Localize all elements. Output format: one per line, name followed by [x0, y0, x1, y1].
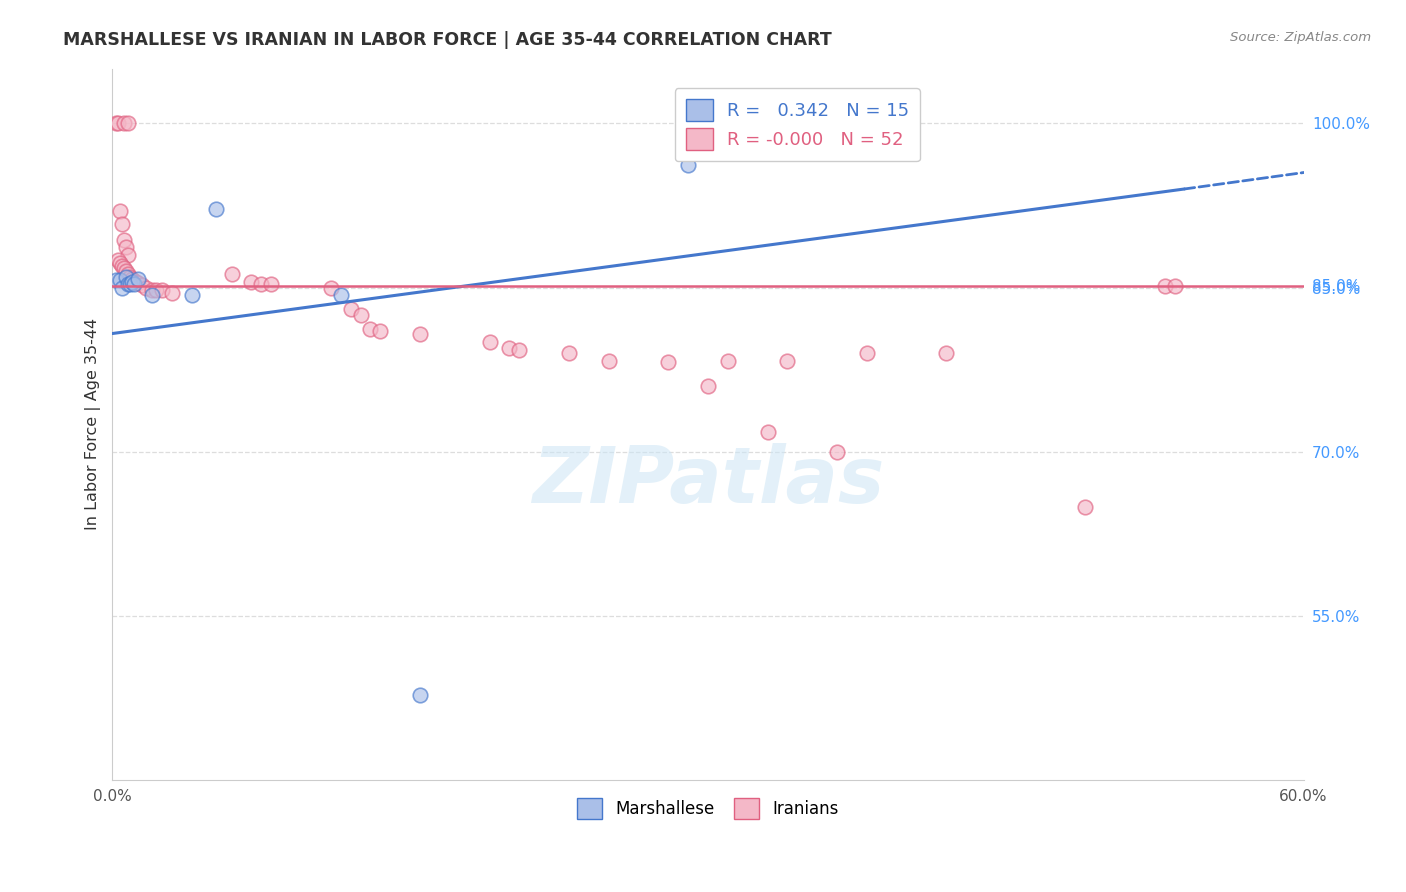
- Point: [105, 273, 128, 287]
- Text: Source: ZipAtlas.com: Source: ZipAtlas.com: [1230, 31, 1371, 45]
- Point: [131, 278, 153, 293]
- Point: [676, 158, 699, 172]
- Point: [240, 275, 263, 289]
- Point: [117, 268, 139, 282]
- Point: [478, 335, 501, 350]
- Point: [105, 116, 128, 130]
- Point: [107, 253, 129, 268]
- Point: [107, 116, 129, 130]
- Point: [117, 248, 139, 262]
- Point: [825, 444, 848, 458]
- Point: [111, 280, 134, 294]
- Point: [339, 302, 361, 317]
- Point: [117, 277, 139, 292]
- Point: [122, 277, 145, 292]
- Point: [717, 354, 740, 368]
- Point: [856, 346, 879, 360]
- Point: [319, 280, 342, 294]
- Point: [657, 355, 679, 369]
- Point: [360, 322, 382, 336]
- Point: [508, 343, 530, 357]
- Point: [120, 269, 142, 284]
- Point: [349, 308, 371, 322]
- Point: [112, 116, 135, 130]
- Point: [135, 280, 157, 294]
- Point: [250, 277, 273, 292]
- Point: [125, 275, 148, 289]
- Point: [221, 268, 243, 282]
- Point: [558, 346, 581, 360]
- Point: [127, 276, 149, 290]
- Legend: Marshallese, Iranians: Marshallese, Iranians: [571, 792, 846, 825]
- Point: [115, 269, 138, 284]
- Point: [121, 275, 143, 289]
- Point: [260, 277, 283, 292]
- Point: [329, 288, 352, 302]
- Point: [409, 688, 432, 702]
- Point: [121, 272, 143, 286]
- Point: [935, 346, 957, 360]
- Text: 85.0%: 85.0%: [1312, 279, 1360, 294]
- Y-axis label: In Labor Force | Age 35-44: In Labor Force | Age 35-44: [86, 318, 101, 531]
- Point: [127, 272, 149, 286]
- Point: [111, 217, 134, 231]
- Point: [150, 283, 173, 297]
- Point: [141, 288, 163, 302]
- Point: [120, 277, 142, 292]
- Point: [112, 260, 135, 275]
- Point: [776, 354, 799, 368]
- Point: [1074, 500, 1097, 514]
- Text: MARSHALLESE VS IRANIAN IN LABOR FORCE | AGE 35-44 CORRELATION CHART: MARSHALLESE VS IRANIAN IN LABOR FORCE | …: [63, 31, 832, 49]
- Point: [498, 341, 520, 355]
- Point: [115, 240, 138, 254]
- Point: [180, 288, 202, 302]
- Point: [110, 273, 132, 287]
- Point: [756, 425, 779, 439]
- Point: [115, 264, 138, 278]
- Text: ZIPatlas: ZIPatlas: [531, 443, 884, 519]
- Point: [598, 354, 620, 368]
- Point: [370, 324, 392, 338]
- Point: [141, 283, 163, 297]
- Point: [1153, 279, 1175, 293]
- Point: [204, 202, 226, 216]
- Point: [122, 274, 145, 288]
- Point: [160, 285, 183, 300]
- Point: [117, 116, 139, 130]
- Point: [1163, 279, 1185, 293]
- Point: [697, 379, 720, 393]
- Point: [409, 326, 432, 341]
- Point: [110, 203, 132, 218]
- Point: [145, 283, 167, 297]
- Point: [111, 259, 134, 273]
- Point: [112, 234, 135, 248]
- Point: [110, 256, 132, 270]
